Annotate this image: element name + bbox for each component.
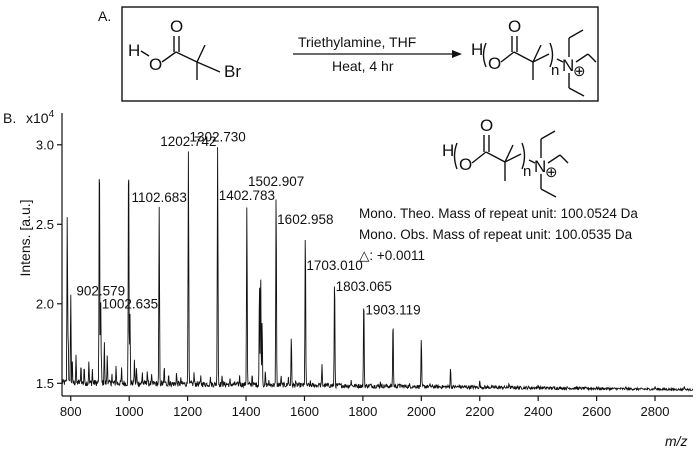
- peak-label: 1803.065: [336, 279, 392, 294]
- peak-label: 1602.958: [277, 212, 333, 227]
- bond: [547, 154, 561, 164]
- bond: [532, 44, 542, 63]
- bond: [556, 58, 564, 63]
- product-subscript-n: n: [551, 62, 559, 79]
- peak-label: 1502.907: [248, 174, 304, 189]
- panel-b-label: B.: [3, 110, 16, 126]
- bond: [485, 151, 506, 163]
- x-tick-label: 2600: [582, 404, 611, 419]
- x-tick-label: 1800: [348, 404, 377, 419]
- info-theoretical-mass: Mono. Theo. Mass of repeat unit: 100.052…: [359, 206, 638, 221]
- y-axis-label: Intens. [a.u.]: [17, 199, 33, 276]
- x-tick-label: 2800: [641, 404, 670, 419]
- reactant-structure: H O O Br: [128, 17, 241, 81]
- inset-structure: H O O n N ⊕: [442, 116, 569, 198]
- x-tick-label: 1200: [173, 404, 202, 419]
- x-tick-label: 2200: [465, 404, 494, 419]
- peak-label: 1703.010: [306, 258, 362, 273]
- inset-n-atom: N: [534, 157, 546, 176]
- bond: [568, 29, 584, 39]
- inset-subscript-n: n: [523, 163, 531, 180]
- reactant-o-atom: O: [149, 55, 162, 74]
- bond: [196, 61, 221, 73]
- x-tick-label: 1600: [290, 404, 319, 419]
- product-structure: H O O n N ⊕: [471, 17, 597, 97]
- bracket-left: [453, 142, 458, 170]
- bond: [140, 50, 150, 57]
- product-charge-symbol: ⊕: [573, 63, 586, 80]
- bracket-left: [482, 42, 487, 68]
- bond: [532, 53, 550, 63]
- y-tick-label: 2.0: [36, 296, 54, 311]
- bond: [504, 144, 514, 163]
- x-tick-label: 2000: [407, 404, 436, 419]
- x-tick-label: 1400: [232, 404, 261, 419]
- product-o-atom: O: [488, 54, 501, 73]
- inset-o-atom: O: [459, 155, 472, 174]
- peak-label: 1903.119: [365, 303, 420, 318]
- reaction-box: [121, 6, 599, 102]
- bracket-right: [549, 42, 554, 68]
- bond: [513, 51, 534, 63]
- panel-a-label: A.: [98, 8, 111, 24]
- reaction-reagents: Triethylamine, THF: [298, 34, 416, 50]
- bracket-right: [521, 142, 526, 170]
- info-mass-difference: △: +0.0011: [359, 248, 425, 263]
- reactant-br-atom: Br: [224, 62, 241, 81]
- y-tick-label: 1.5: [36, 376, 54, 391]
- x-tick-label: 800: [60, 404, 82, 419]
- bond: [500, 51, 515, 63]
- inset-carbonyl-o-atom: O: [480, 116, 493, 135]
- bond: [540, 130, 556, 140]
- reaction-conditions: Heat, 4 hr: [332, 58, 394, 74]
- bond: [471, 151, 487, 164]
- x-tick-label: 2400: [524, 404, 553, 419]
- bond: [504, 153, 522, 163]
- x-tick-label: 1000: [115, 404, 144, 419]
- bond: [568, 87, 585, 97]
- peak-label: 1202.742: [160, 134, 216, 149]
- bond: [196, 44, 206, 63]
- reaction-arrow-head: [452, 50, 462, 58]
- reactant-h-atom: H: [128, 41, 140, 60]
- product-h-atom: H: [471, 40, 483, 59]
- inset-h-atom: H: [442, 141, 454, 160]
- reactant-carbonyl-o-atom: O: [170, 17, 183, 36]
- peak-label: 1102.683: [132, 190, 187, 205]
- spectrum-trace: [61, 147, 694, 392]
- bond: [161, 51, 177, 63]
- product-n-atom: N: [562, 56, 574, 75]
- bond: [559, 154, 569, 164]
- peak-label: 902.579: [76, 284, 125, 299]
- inset-charge-symbol: ⊕: [545, 164, 558, 181]
- x-axis-label: m/z: [665, 433, 688, 449]
- product-carbonyl-o-atom: O: [508, 17, 521, 36]
- y-tick-label: 3.0: [36, 137, 54, 152]
- peak-label: 1302.730: [189, 129, 245, 144]
- bond: [540, 188, 557, 198]
- peak-label: 1402.783: [219, 188, 275, 203]
- bond: [528, 159, 536, 164]
- y-ticks: 1.5 2.0 2.5 3.0: [36, 137, 62, 391]
- peak-label: 1002.635: [102, 296, 158, 311]
- info-observed-mass: Mono. Obs. Mass of repeat unit: 100.0535…: [359, 227, 633, 242]
- bond: [575, 53, 589, 63]
- x-ticks: 800 1000 1200 1400 1600 1800 2000 2200 2400 2600 2…: [60, 396, 670, 419]
- y-tick-label: 2.5: [36, 217, 54, 232]
- y-multiplier: x104: [26, 109, 55, 126]
- bond: [587, 53, 597, 63]
- bond: [175, 51, 198, 63]
